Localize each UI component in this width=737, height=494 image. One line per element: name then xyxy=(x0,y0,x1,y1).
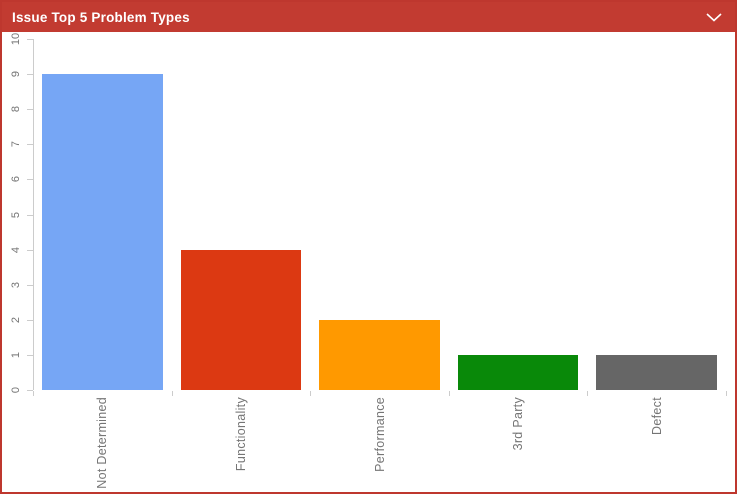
y-axis-tick xyxy=(27,144,33,146)
bar-functionality[interactable] xyxy=(180,249,302,390)
x-axis-tick xyxy=(310,391,312,396)
x-axis-tick xyxy=(587,391,589,396)
x-axis-tick xyxy=(726,391,727,396)
y-axis-tick xyxy=(27,39,33,40)
y-axis-tick xyxy=(27,284,33,286)
y-axis-tick-label: 9 xyxy=(10,71,22,78)
y-axis-tick-label: 5 xyxy=(10,211,22,218)
x-axis-label-not-determined: Not Determined xyxy=(95,397,110,489)
y-axis-tick xyxy=(27,109,33,111)
y-axis-tick xyxy=(27,390,33,391)
y-axis-tick-label: 6 xyxy=(10,176,22,183)
widget-title: Issue Top 5 Problem Types xyxy=(12,9,190,25)
bar-defect[interactable] xyxy=(596,354,717,390)
chevron-down-icon xyxy=(706,12,722,22)
y-axis-tick xyxy=(27,354,33,356)
bar-3rd-party[interactable] xyxy=(457,354,579,390)
y-axis-tick-label: 7 xyxy=(10,141,22,148)
y-axis-tick-label: 3 xyxy=(10,281,22,288)
y-axis-tick-label: 4 xyxy=(10,246,22,253)
y-axis-tick xyxy=(27,179,33,181)
y-axis-tick xyxy=(27,74,33,76)
collapse-button[interactable] xyxy=(701,2,727,32)
bar-not-determined[interactable] xyxy=(42,74,163,390)
x-axis-label-performance: Performance xyxy=(372,397,387,472)
y-axis-tick-label: 10 xyxy=(10,32,22,46)
y-axis-tick xyxy=(27,319,33,321)
y-axis-tick xyxy=(27,249,33,251)
bar-performance[interactable] xyxy=(319,319,440,390)
y-axis-tick-label: 2 xyxy=(10,316,22,323)
x-axis-label-defect: Defect xyxy=(649,397,664,435)
y-axis-tick-label: 1 xyxy=(10,351,22,358)
x-axis-tick xyxy=(171,391,173,396)
x-axis-tick xyxy=(448,391,450,396)
widget-header: Issue Top 5 Problem Types xyxy=(2,2,735,32)
x-axis-label-3rd-party: 3rd Party xyxy=(511,397,526,451)
chart-area: 0 1 2 3 4 5 6 7 8 9 10 Not Determined Functionality P… xyxy=(2,32,735,492)
y-axis-line xyxy=(33,39,34,390)
x-axis-tick xyxy=(33,391,34,396)
y-axis-tick-label: 0 xyxy=(10,386,22,394)
x-axis-label-functionality: Functionality xyxy=(233,397,248,472)
y-axis-tick-label: 8 xyxy=(10,106,22,113)
y-axis-tick xyxy=(27,214,33,216)
